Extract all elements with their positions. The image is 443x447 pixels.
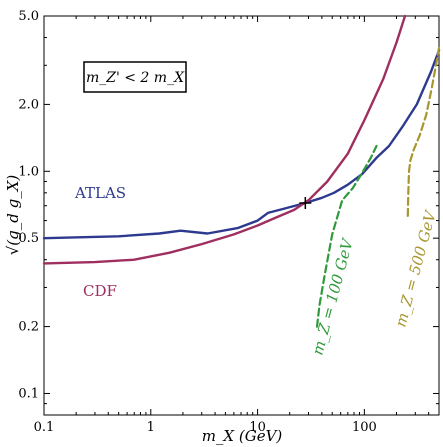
mz500-label: m_Z = 500 GeV [391,207,440,329]
y-axis-label: √(g_d g_X) [4,175,22,256]
x-tick-label: 10 [249,420,266,435]
x-tick-label: 0.1 [34,420,55,435]
condition-text: m_Z' < 2 m_X [86,70,185,86]
condition-box: m_Z' < 2 m_X [83,61,187,93]
y-tick-label: 5.0 [18,9,39,24]
y-tick-label: 1.0 [18,164,39,179]
x-tick-label: 1 [147,420,155,435]
tick-labels: 0.1 1 10 100 0.1 0.2 0.5 1.0 2.0 5.0 [18,9,376,435]
x-tick-label: 100 [352,420,377,435]
y-tick-label: 0.2 [18,320,39,335]
crossing-marker [299,196,312,209]
axis-ticks [43,15,440,416]
series-line [42,14,407,265]
series-line [315,144,378,328]
series-line [42,49,441,240]
series-line [406,46,441,217]
x-axis-label: m_X (GeV) [202,427,283,445]
y-tick-label: 0.1 [18,386,39,401]
cdf-label: CDF [83,282,117,300]
mz100-label: m_Z = 100 GeV [308,235,357,357]
y-tick-label: 2.0 [18,97,39,112]
atlas-label: ATLAS [74,184,126,202]
curves [42,14,441,328]
y-tick-label: 0.5 [18,231,39,246]
